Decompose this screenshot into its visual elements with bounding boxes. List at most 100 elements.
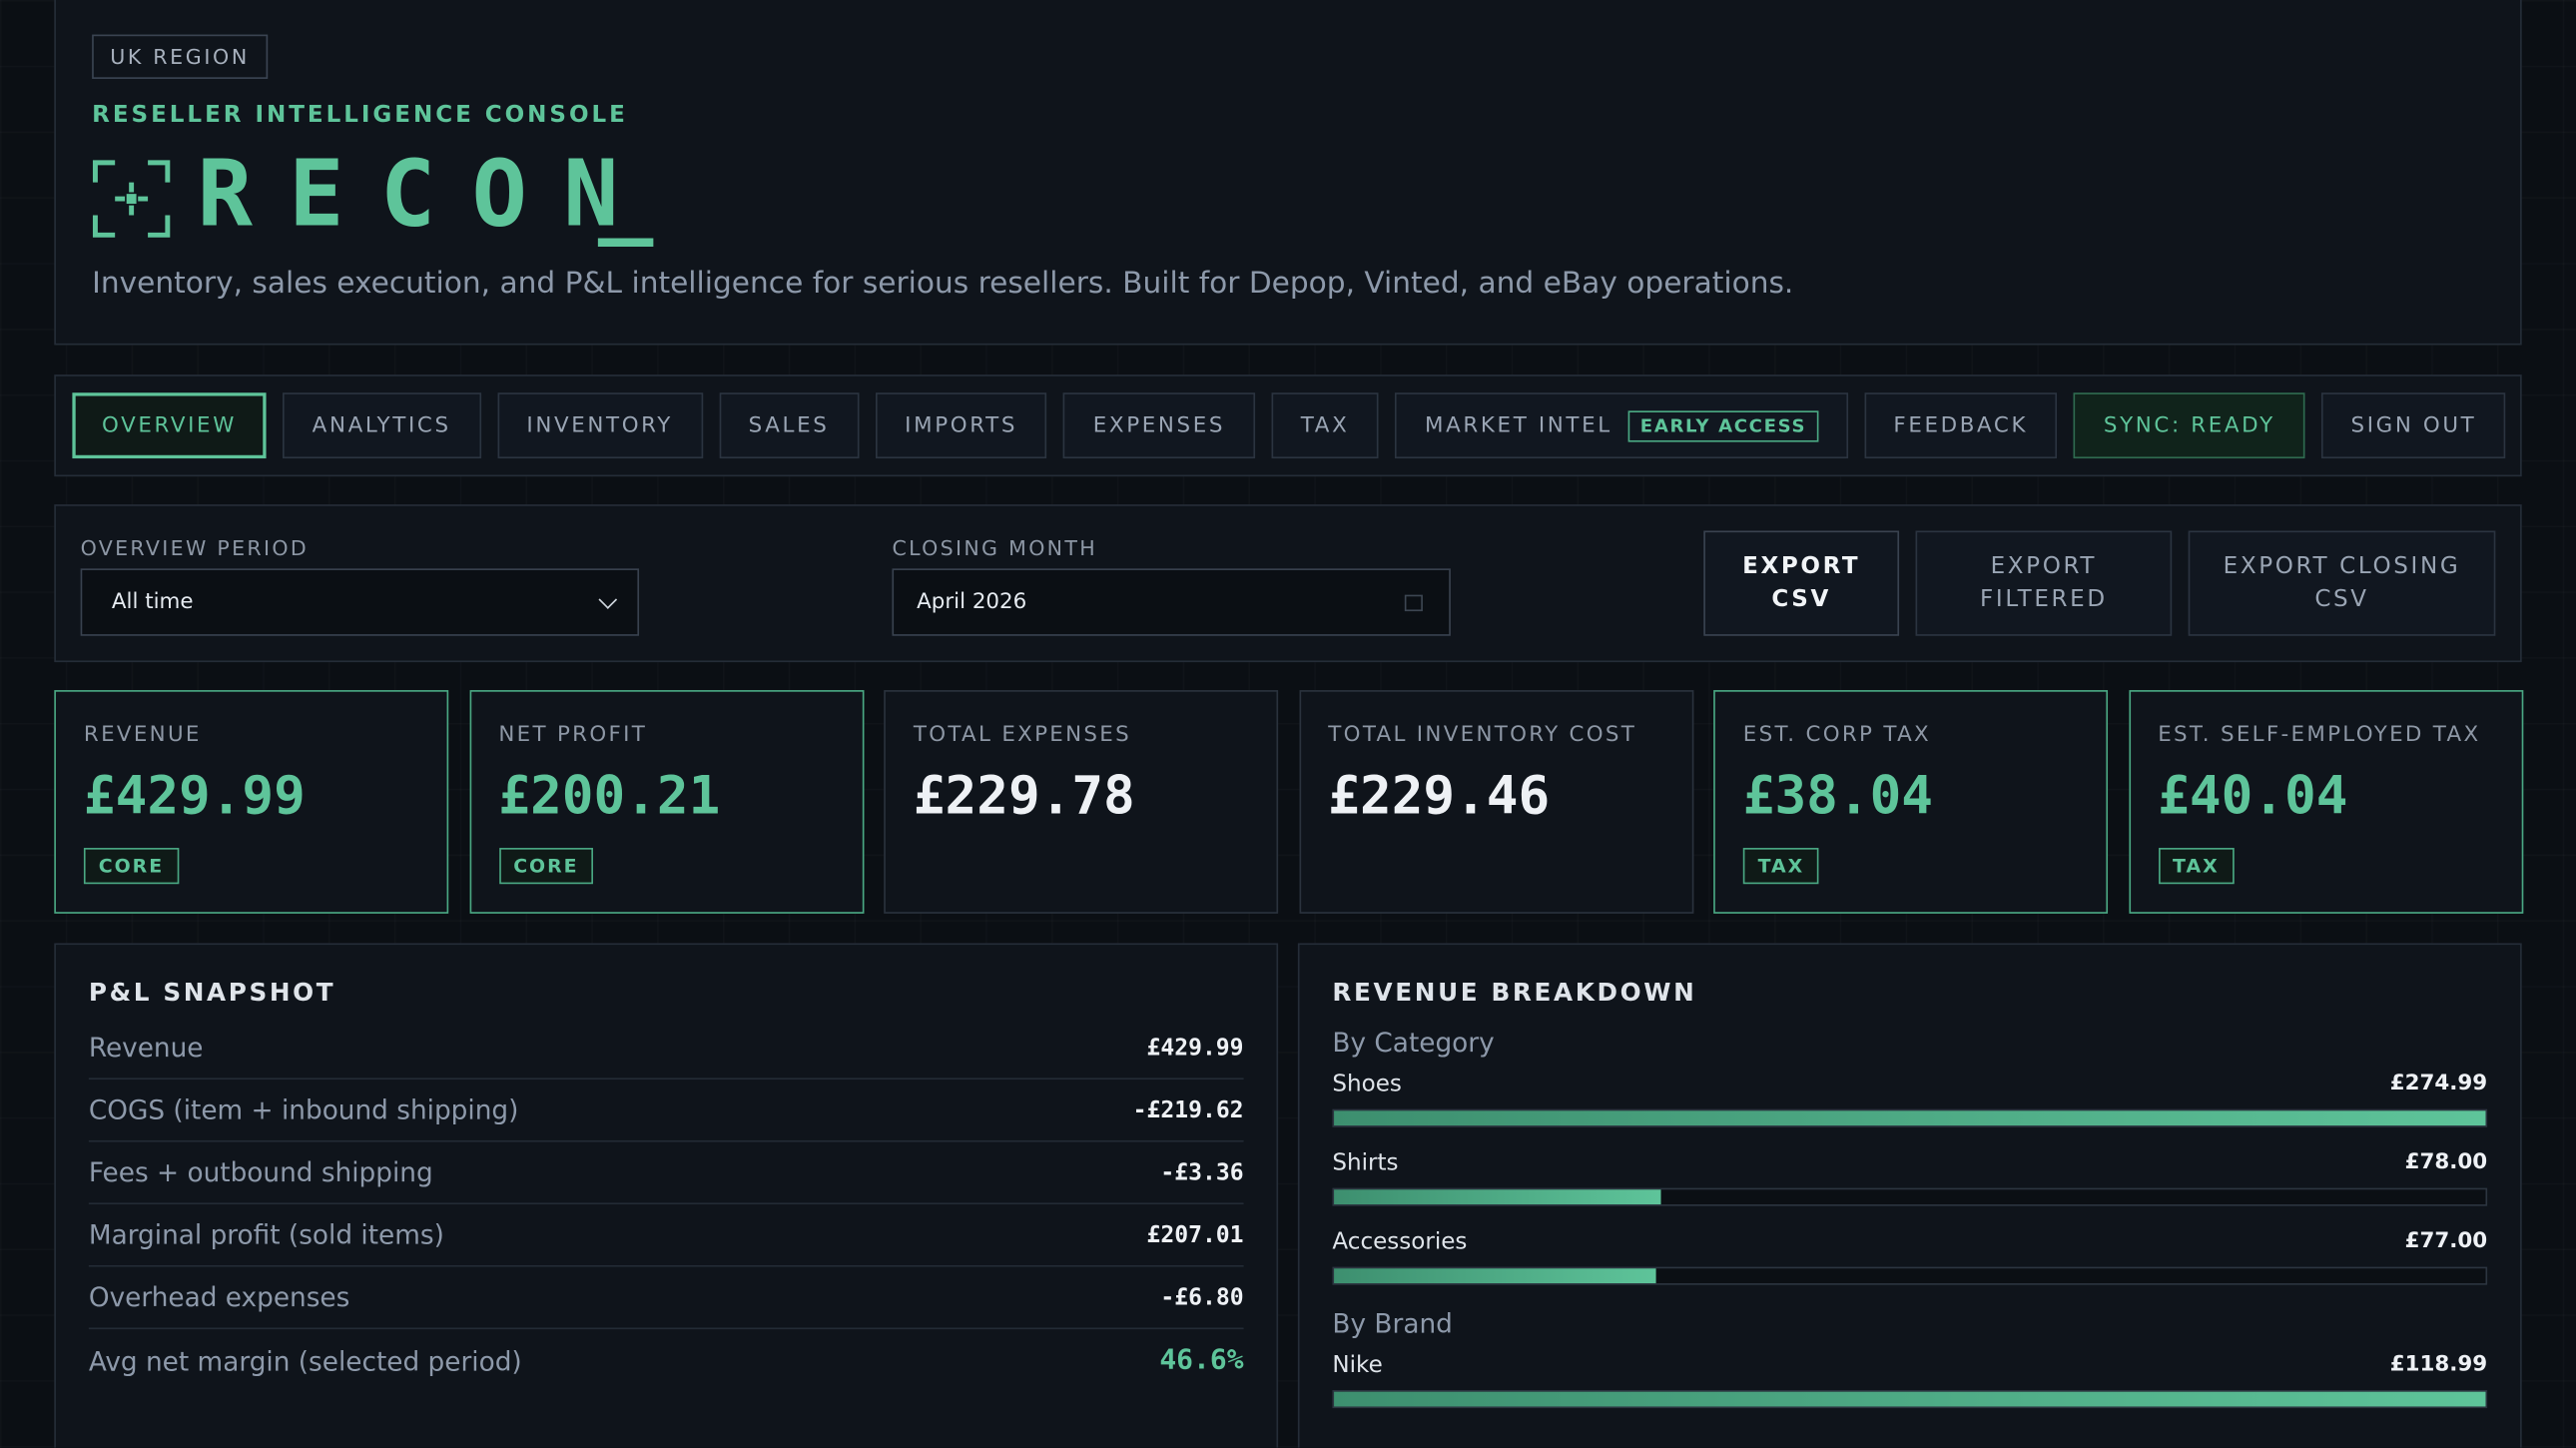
nav-label: INVENTORY [526, 412, 673, 438]
item-head: Shoes £274.99 [1332, 1072, 2487, 1097]
pnl-value: £429.99 [1146, 1034, 1244, 1062]
region-badge: UK REGION [92, 34, 268, 79]
nav-label: MARKET INTEL [1425, 412, 1612, 438]
nav-label: FEEDBACK [1893, 412, 2029, 438]
export-button[interactable]: EXPORT CLOSING CSV [2188, 530, 2496, 636]
kpi-label: EST. SELF-EMPLOYED TAX [2158, 722, 2481, 748]
nav-label: TAX [1300, 412, 1350, 438]
pnl-value: -£3.36 [1160, 1158, 1244, 1186]
eyebrow: RESELLER INTELLIGENCE CONSOLE [92, 102, 628, 129]
kpi-label: TOTAL EXPENSES [913, 722, 1132, 748]
breakdown-panel: REVENUE BREAKDOWN By Category Shoes £274.99… [1297, 943, 2522, 1448]
period-select[interactable]: All time [80, 568, 640, 636]
brand-title: RECON [197, 141, 655, 249]
bar-track [1332, 1187, 2488, 1206]
kpi-value: £229.46 [1328, 764, 1551, 827]
pnl-row: Marginal profit (sold items) £207.01 [88, 1204, 1244, 1267]
pnl-label: Revenue [88, 1032, 204, 1064]
kpi-label: REVENUE [83, 722, 202, 748]
kpi-card: REVENUE £429.99 CORE [54, 690, 449, 914]
breakdown-item: Nike £118.99 [1332, 1352, 2488, 1409]
pnl-value: 46.6% [1159, 1343, 1244, 1377]
month-label: CLOSING MONTH [892, 535, 1098, 561]
kpi-tag: TAX [1742, 848, 1819, 885]
kpi-tag: CORE [498, 848, 594, 885]
panel-title: REVENUE BREAKDOWN [1332, 978, 1697, 1008]
nav-tab[interactable]: SIGN OUT [2320, 392, 2507, 459]
period-value: All time [111, 589, 194, 615]
header-panel: UK REGION RESELLER INTELLIGENCE CONSOLE RE… [54, 0, 2522, 346]
panel-title: P&L SNAPSHOT [88, 978, 336, 1008]
bar [1334, 1189, 1661, 1205]
breakdown-item: Accessories £77.00 [1332, 1229, 2488, 1285]
bar [1334, 1391, 2486, 1407]
nav-tab[interactable]: MARKET INTEL EARLY ACCESS [1395, 392, 1848, 459]
nav-tag: EARLY ACCESS [1628, 409, 1818, 441]
item-head: Shirts £78.00 [1332, 1150, 2487, 1176]
bar [1334, 1110, 2486, 1126]
month-input[interactable]: April 2026 [892, 568, 1451, 636]
nav-tab[interactable]: EXPENSES [1063, 392, 1255, 459]
pnl-row: Overhead expenses -£6.80 [88, 1267, 1244, 1330]
nav-label: EXPENSES [1092, 412, 1226, 438]
item-value: £77.00 [2404, 1228, 2488, 1254]
period-label: OVERVIEW PERIOD [80, 535, 310, 561]
pnl-label: Overhead expenses [88, 1281, 350, 1313]
item-head: Accessories £77.00 [1332, 1229, 2487, 1255]
pnl-row: COGS (item + inbound shipping) -£219.62 [88, 1080, 1244, 1142]
kpi-card: NET PROFIT £200.21 CORE [468, 690, 864, 914]
kpi-value: £229.78 [913, 764, 1135, 827]
group-title: By Category [1332, 1027, 1495, 1059]
kpi-card: EST. CORP TAX £38.04 TAX [1713, 690, 2109, 914]
pnl-value: -£6.80 [1160, 1283, 1244, 1311]
nav-tab[interactable]: SYNC: READY [2074, 392, 2305, 459]
bar-track [1332, 1266, 2488, 1285]
item-value: £78.00 [2404, 1149, 2488, 1175]
pnl-label: COGS (item + inbound shipping) [88, 1093, 519, 1126]
nav-label: SIGN OUT [2350, 412, 2477, 438]
nav-label: SALES [748, 412, 830, 438]
nav-label: ANALYTICS [312, 412, 451, 438]
kpi-card: TOTAL EXPENSES £229.78 [884, 690, 1279, 914]
item-name: Shirts [1332, 1149, 1399, 1177]
bar-track [1332, 1390, 2488, 1409]
item-name: Accessories [1332, 1228, 1468, 1256]
breakdown-item: Shirts £78.00 [1332, 1150, 2488, 1206]
nav-tab[interactable]: SALES [719, 392, 860, 459]
nav-tab[interactable]: FEEDBACK [1863, 392, 2058, 459]
nav-tab[interactable]: OVERVIEW [72, 392, 267, 459]
nav-label: OVERVIEW [102, 412, 237, 438]
item-head: Nike £118.99 [1332, 1352, 2487, 1378]
filter-bar: OVERVIEW PERIOD All time CLOSING MONTH Apri… [54, 504, 2522, 663]
nav-tab[interactable]: TAX [1271, 392, 1379, 459]
item-name: Nike [1332, 1352, 1383, 1379]
pnl-row: Fees + outbound shipping -£3.36 [88, 1142, 1244, 1205]
subtitle: Inventory, sales execution, and P&L inte… [92, 266, 1794, 302]
nav-tab[interactable]: IMPORTS [875, 392, 1047, 459]
nav-label: SYNC: READY [2103, 412, 2275, 438]
month-value: April 2026 [917, 589, 1027, 615]
pnl-label: Fees + outbound shipping [88, 1156, 433, 1188]
nav-tab[interactable]: ANALYTICS [283, 392, 481, 459]
kpi-tag: CORE [83, 848, 179, 885]
pnl-row: Avg net margin (selected period) 46.6% [89, 1329, 1244, 1392]
kpi-card: EST. SELF-EMPLOYED TAX £40.04 TAX [2128, 690, 2523, 914]
export-button[interactable]: EXPORT FILTERED [1915, 530, 2173, 636]
pnl-label: Marginal profit (sold items) [88, 1218, 444, 1251]
pnl-value: £207.01 [1146, 1221, 1244, 1248]
kpi-value: £200.21 [498, 764, 721, 827]
pnl-panel: P&L SNAPSHOT Revenue £429.99 COGS (item + i… [54, 943, 1279, 1448]
calendar-icon [1404, 593, 1423, 611]
kpi-tag: TAX [2158, 848, 2235, 885]
logo-icon [92, 160, 171, 238]
group-title: By Brand [1332, 1307, 1453, 1340]
kpi-label: NET PROFIT [498, 722, 648, 748]
nav-tab[interactable]: INVENTORY [496, 392, 703, 459]
export-button[interactable]: EXPORT CSV [1703, 530, 1900, 636]
kpi-label: TOTAL INVENTORY COST [1328, 722, 1637, 748]
breakdown-item: Shoes £274.99 [1332, 1072, 2488, 1127]
pnl-value: -£219.62 [1132, 1096, 1244, 1123]
chevron [598, 589, 618, 609]
cursor: _ [597, 141, 654, 249]
